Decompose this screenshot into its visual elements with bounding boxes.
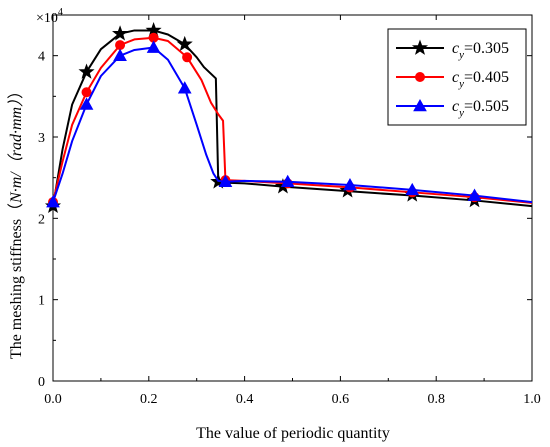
series-marker	[113, 48, 127, 61]
legend-item-3: cy=0.505	[396, 98, 509, 119]
series-marker	[46, 195, 60, 208]
series-marker	[218, 174, 233, 188]
legend: cy=0.305 cy=0.405 cy=0.505	[387, 28, 527, 126]
series-line	[52, 29, 533, 208]
x-tick-label: 1.0	[523, 392, 541, 407]
x-tick-label: 0.6	[332, 392, 350, 407]
x-tick-label: 0.2	[140, 392, 158, 407]
y-tick-label: 0	[38, 375, 45, 390]
series-marker	[176, 35, 193, 52]
series-marker	[280, 174, 295, 188]
legend-item-1: cy=0.305	[396, 39, 509, 61]
legend-marker	[411, 39, 429, 55]
series-marker	[343, 177, 357, 191]
legend-item-2: cy=0.405	[396, 69, 509, 90]
series-3	[46, 40, 533, 208]
series-marker	[182, 52, 193, 63]
legend-label: cy=0.305	[452, 40, 509, 61]
series-marker	[467, 188, 482, 201]
y-axis-title: The meshing stiffness（N·m/（rad·mm））	[7, 83, 25, 359]
series-marker	[405, 182, 420, 196]
x-tick-label: 0.8	[427, 392, 445, 407]
series-marker	[115, 40, 126, 51]
axes-layer: 0.0 0.2 0.4 0.6 0.8 1.0 0 1 2 3 4	[38, 15, 541, 407]
y-tick-label: 2	[38, 212, 45, 227]
legend-label: cy=0.505	[452, 98, 509, 119]
legend-label: cy=0.405	[452, 69, 509, 90]
series-marker	[81, 87, 92, 98]
series-layer	[44, 21, 533, 213]
series-marker	[79, 97, 94, 110]
y-tick-label: 4	[38, 50, 45, 65]
y-tick-label: 3	[38, 131, 45, 146]
x-tick-label: 0.0	[44, 392, 62, 407]
y-tick-label: 1	[38, 294, 45, 309]
legend-marker	[413, 98, 427, 112]
series-marker	[78, 63, 95, 79]
series-line	[52, 36, 533, 204]
series-line	[52, 46, 533, 204]
series-marker	[146, 40, 161, 53]
y-axis-multiplier: ×104	[36, 7, 63, 26]
series-marker	[112, 25, 129, 41]
x-axis-title: The value of periodic quantity	[196, 425, 390, 442]
series-marker	[177, 81, 192, 94]
x-tick-label: 0.4	[236, 392, 254, 407]
legend-marker	[415, 72, 425, 82]
